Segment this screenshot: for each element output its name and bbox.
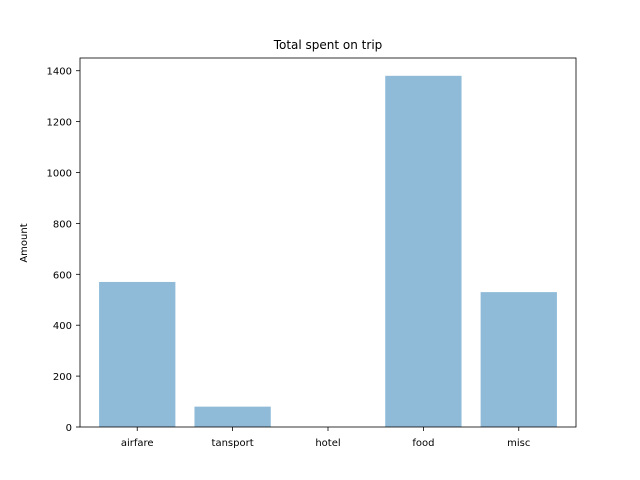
y-tick-label: 1000 [47,169,72,180]
y-tick-label: 1400 [47,67,72,78]
x-tick-label: food [412,438,434,449]
bars-group [99,75,557,428]
y-tick-label: 1200 [47,118,72,129]
y-tick-label: 0 [66,423,72,434]
y-tick-label: 800 [53,219,72,230]
y-tick-label: 600 [53,270,72,281]
x-axis: airfare tansport hotel food misc [121,427,530,449]
y-tick-label: 400 [53,321,72,332]
x-tick-label: airfare [121,438,154,449]
y-axis-label: Amount [19,223,30,262]
plot-frame [79,57,577,428]
x-tick-label: hotel [315,438,340,449]
x-tick-label: misc [507,438,530,449]
y-axis: 0 200 400 600 800 1000 1200 1400 [47,67,80,434]
bar-food [385,75,462,428]
x-tick-label: tansport [212,438,254,449]
bar-tansport [194,406,271,427]
bar-misc [480,292,557,427]
bar-airfare [99,281,176,427]
chart-title: Total spent on trip [273,38,383,52]
y-tick-label: 200 [53,372,72,383]
